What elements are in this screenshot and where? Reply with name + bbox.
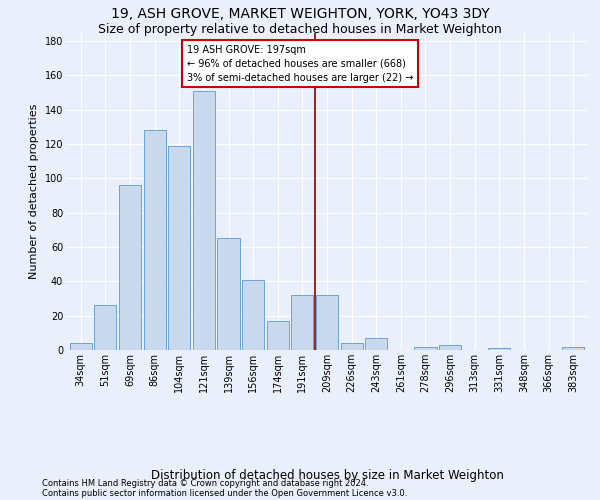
Bar — [193, 91, 215, 350]
Bar — [488, 348, 511, 350]
Bar — [316, 295, 338, 350]
Bar — [217, 238, 239, 350]
X-axis label: Distribution of detached houses by size in Market Weighton: Distribution of detached houses by size … — [151, 468, 503, 481]
Text: Contains HM Land Registry data © Crown copyright and database right 2024.: Contains HM Land Registry data © Crown c… — [42, 478, 368, 488]
Bar — [143, 130, 166, 350]
Bar — [266, 321, 289, 350]
Text: Contains public sector information licensed under the Open Government Licence v3: Contains public sector information licen… — [42, 488, 407, 498]
Bar — [365, 338, 388, 350]
Y-axis label: Number of detached properties: Number of detached properties — [29, 104, 39, 279]
Bar — [439, 345, 461, 350]
Text: 19 ASH GROVE: 197sqm
← 96% of detached houses are smaller (668)
3% of semi-detac: 19 ASH GROVE: 197sqm ← 96% of detached h… — [187, 44, 413, 82]
Bar — [242, 280, 264, 350]
Bar — [291, 295, 313, 350]
Text: Size of property relative to detached houses in Market Weighton: Size of property relative to detached ho… — [98, 22, 502, 36]
Bar — [168, 146, 190, 350]
Bar — [94, 306, 116, 350]
Bar — [70, 343, 92, 350]
Bar — [415, 346, 437, 350]
Bar — [119, 185, 141, 350]
Bar — [562, 346, 584, 350]
Text: 19, ASH GROVE, MARKET WEIGHTON, YORK, YO43 3DY: 19, ASH GROVE, MARKET WEIGHTON, YORK, YO… — [110, 8, 490, 22]
Bar — [341, 343, 363, 350]
